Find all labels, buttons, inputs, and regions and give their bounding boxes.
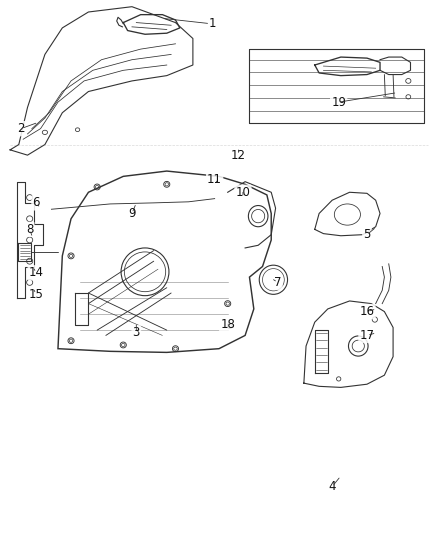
Text: 6: 6	[32, 196, 40, 209]
Text: 3: 3	[133, 326, 140, 340]
Text: 1: 1	[209, 17, 216, 30]
Text: 14: 14	[29, 266, 44, 279]
Text: 17: 17	[360, 329, 374, 342]
Text: 16: 16	[360, 305, 374, 318]
Text: 11: 11	[207, 173, 222, 185]
Text: 15: 15	[29, 288, 44, 301]
Text: 19: 19	[331, 95, 346, 109]
Text: 7: 7	[274, 276, 282, 289]
Text: 12: 12	[231, 149, 246, 161]
Text: 2: 2	[17, 122, 25, 135]
Text: 5: 5	[363, 228, 371, 241]
Text: 18: 18	[220, 318, 235, 332]
Text: 9: 9	[128, 207, 136, 220]
Text: 10: 10	[236, 186, 251, 199]
Text: 8: 8	[26, 223, 33, 236]
Text: 4: 4	[328, 480, 336, 493]
